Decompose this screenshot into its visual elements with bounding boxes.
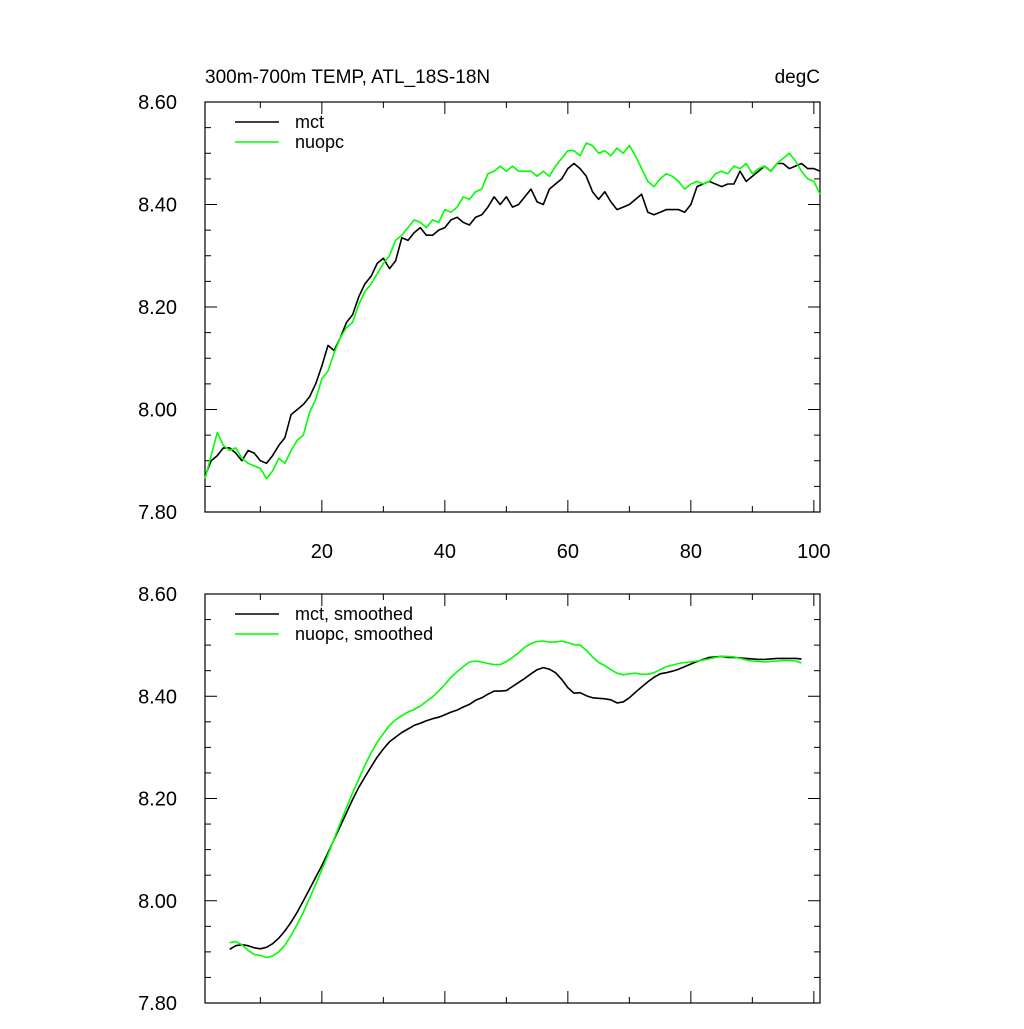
x-tick-label: 60 xyxy=(557,541,579,563)
chart-title: 300m-700m TEMP, ATL_18S-18N xyxy=(205,67,490,88)
legend-label: mct, smoothed xyxy=(295,604,413,624)
y-tick-label: 8.20 xyxy=(138,789,177,811)
x-tick-label: 40 xyxy=(434,541,456,563)
legend-label: nuopc xyxy=(295,132,344,152)
plot-frame xyxy=(204,593,821,1004)
x-tick-label: 80 xyxy=(680,541,702,563)
y-tick-label: 8.20 xyxy=(138,297,177,319)
series-line-mct-smoothed xyxy=(229,655,802,950)
y-tick-label: 8.60 xyxy=(138,92,177,114)
units-label: degC xyxy=(775,67,820,88)
plot-frame xyxy=(204,101,821,513)
y-tick-label: 7.80 xyxy=(138,993,177,1015)
y-tick-label: 8.00 xyxy=(138,400,177,422)
series-line-nuopc-smoothed xyxy=(229,640,802,959)
y-tick-label: 7.80 xyxy=(138,502,177,524)
series-line-nuopc xyxy=(204,142,821,480)
x-tick-label: 20 xyxy=(311,541,333,563)
y-tick-label: 8.40 xyxy=(138,686,177,708)
x-tick-label: 100 xyxy=(797,541,830,563)
legend-label: mct xyxy=(295,112,324,132)
y-tick-label: 8.60 xyxy=(138,584,177,606)
legend-label: nuopc, smoothed xyxy=(295,624,433,644)
y-tick-label: 8.00 xyxy=(138,891,177,913)
series-line-mct xyxy=(204,162,821,477)
y-tick-label: 8.40 xyxy=(138,195,177,217)
